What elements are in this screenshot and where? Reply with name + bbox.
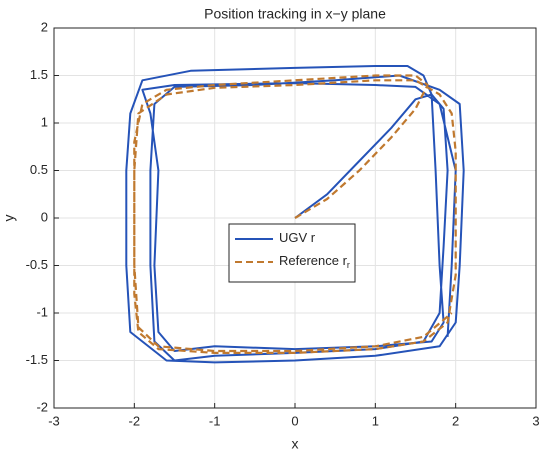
axes-box bbox=[53, 27, 537, 409]
y-tick-label: 0 bbox=[41, 209, 48, 224]
x-tick-label: -2 bbox=[129, 413, 141, 428]
y-tick-label: -1.5 bbox=[26, 352, 48, 367]
legend-name: Reference r bbox=[279, 253, 348, 268]
y-axis-label: y bbox=[1, 215, 17, 222]
legend: UGV r Reference rr bbox=[228, 223, 356, 283]
y-tick-label: -1 bbox=[36, 304, 48, 319]
x-tick-label: 3 bbox=[532, 413, 539, 428]
x-tick-label: -3 bbox=[48, 413, 60, 428]
legend-box bbox=[228, 223, 356, 283]
legend-subscript: r bbox=[347, 260, 350, 270]
legend-label: UGV r bbox=[279, 230, 316, 245]
series-line bbox=[133, 74, 457, 354]
y-tick-label: 1.5 bbox=[30, 67, 48, 82]
y-tick-label: 0.5 bbox=[30, 162, 48, 177]
y-tick-label: -0.5 bbox=[26, 257, 48, 272]
x-tick-label: 0 bbox=[291, 413, 298, 428]
x-tick-label: 1 bbox=[372, 413, 379, 428]
y-tick-label: 1 bbox=[41, 114, 48, 129]
x-tick-label: 2 bbox=[452, 413, 459, 428]
legend-label: Reference rr bbox=[279, 253, 350, 270]
legend-name: UGV r bbox=[279, 230, 316, 245]
y-tick-label: 2 bbox=[41, 19, 48, 34]
x-axis-label: x bbox=[292, 436, 299, 452]
x-tick-label: -1 bbox=[209, 413, 221, 428]
chart-title: Position tracking in x−y plane bbox=[204, 6, 386, 22]
y-tick-label: -2 bbox=[36, 399, 48, 414]
